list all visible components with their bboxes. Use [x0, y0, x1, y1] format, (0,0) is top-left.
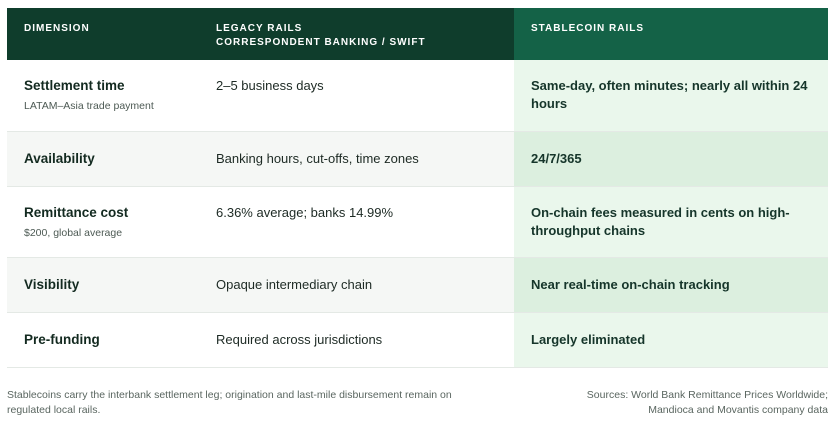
stablecoin-cell: Same-day, often minutes; nearly all with…	[514, 60, 828, 132]
dimension-cell: Remittance cost $200, global average	[7, 186, 199, 258]
dimension-label: Settlement time	[24, 78, 125, 93]
legacy-cell: Required across jurisdictions	[199, 312, 514, 368]
stablecoin-cell: 24/7/365	[514, 131, 828, 187]
footer-note: Stablecoins carry the interbank settleme…	[7, 389, 452, 416]
header-cell: STABLECOIN RAILS	[514, 8, 828, 60]
header-row: DIMENSION LEGACY RAILS CORRESPONDENT BANK…	[7, 8, 828, 60]
header-subtext: CORRESPONDENT BANKING / SWIFT	[216, 37, 426, 48]
legacy-cell: 6.36% average; banks 14.99%	[199, 186, 514, 258]
dimension-cell: Availability	[7, 131, 199, 187]
legacy-cell: 2–5 business days	[199, 60, 514, 132]
source-line: Mandioca and Movantis company data	[648, 404, 828, 416]
header-text: LEGACY RAILS	[216, 23, 303, 34]
dimension-cell: Pre-funding	[7, 312, 199, 368]
legacy-cell: Banking hours, cut-offs, time zones	[199, 131, 514, 187]
dimension-label: Availability	[24, 150, 95, 166]
source-line: Sources: World Bank Remittance Prices Wo…	[586, 389, 828, 401]
stablecoin-cell: On-chain fees measured in cents on high-…	[514, 186, 828, 258]
table-row: Settlement time LATAM–Asia trade payment 2…	[7, 60, 828, 132]
dimension-label: Pre-funding	[24, 331, 100, 347]
footer-sources: Sources: World Bank Remittance Prices Wo…	[587, 388, 828, 418]
header-cell: DIMENSION	[7, 8, 199, 60]
dimension-label: Visibility	[24, 276, 80, 292]
comparison-table: DIMENSION LEGACY RAILS CORRESPONDENT BANK…	[7, 8, 828, 368]
dimension-cell: Settlement time LATAM–Asia trade payment	[7, 60, 199, 132]
stablecoin-cell: Near real-time on-chain tracking	[514, 257, 828, 313]
dimension-cell: Visibility	[7, 257, 199, 313]
dimension-note: LATAM–Asia trade payment	[24, 100, 154, 112]
table-row: Availability Banking hours, cut-offs, tim…	[7, 131, 828, 187]
table-row: Visibility Opaque intermediary chain Near …	[7, 257, 828, 313]
header-cell: LEGACY RAILS CORRESPONDENT BANKING / SWIF…	[199, 8, 514, 60]
table-body: Settlement time LATAM–Asia trade payment 2…	[7, 60, 828, 368]
header-text: DIMENSION	[24, 23, 90, 34]
table-row: Remittance cost $200, global average 6.36%…	[7, 186, 828, 258]
table-row: Pre-funding Required across jurisdictions…	[7, 312, 828, 368]
legacy-cell: Opaque intermediary chain	[199, 257, 514, 313]
stablecoin-cell: Largely eliminated	[514, 312, 828, 368]
header-text: STABLECOIN RAILS	[531, 23, 645, 34]
dimension-label: Remittance cost	[24, 204, 129, 220]
dimension-note: $200, global average	[24, 226, 123, 239]
